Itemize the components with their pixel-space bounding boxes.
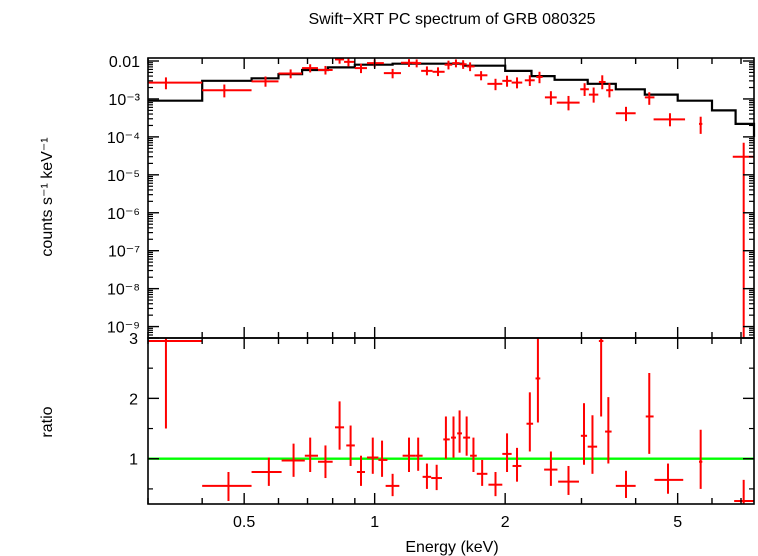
- spectrum-data-point: [302, 64, 318, 73]
- spectrum-data-point: [202, 84, 252, 98]
- spectrum-data-point: [459, 60, 467, 69]
- spectrum-data-point: [511, 77, 523, 89]
- ratio-data-point: [645, 373, 654, 454]
- spectrum-data-point: [421, 66, 433, 76]
- spectrum-data-point: [580, 83, 589, 96]
- y-tick-label: 10⁻⁸: [107, 282, 140, 299]
- x-tick-label: 0.5: [233, 514, 255, 531]
- ratio-data-point: [512, 447, 522, 482]
- ratio-data-point: [281, 443, 305, 477]
- top-panel-data-layer: [148, 58, 754, 338]
- spectrum-data-point: [544, 91, 557, 105]
- ratio-data-point: [587, 415, 598, 474]
- ratio-data-point: [544, 451, 558, 486]
- spectrum-data-point: [334, 58, 345, 64]
- ratio-data-point: [385, 473, 400, 497]
- ratio-data-point: [431, 464, 443, 491]
- spectrum-data-point: [278, 69, 303, 79]
- ratio-data-point: [615, 470, 636, 498]
- ratio-data-point: [346, 425, 355, 466]
- x-tick-label: 5: [673, 514, 682, 531]
- spectrum-data-point: [606, 83, 614, 98]
- ratio-y-tick-label: 3: [129, 331, 138, 348]
- x-tick-label: 2: [501, 514, 510, 531]
- ratio-data-point: [463, 416, 471, 456]
- spectrum-data-point: [474, 71, 488, 81]
- ratio-data-point: [734, 479, 754, 504]
- spectrum-data-point: [412, 59, 422, 68]
- spectrum-data-point: [653, 113, 686, 127]
- ratio-data-point: [334, 401, 345, 450]
- ratio-data-point: [422, 463, 432, 489]
- chart-title: Swift−XRT PC spectrum of GRB 080325: [308, 11, 595, 28]
- ratio-data-point: [476, 459, 488, 486]
- ratio-data-point: [699, 429, 703, 489]
- spectrum-data-point: [452, 59, 460, 68]
- spectrum-data-point: [148, 77, 203, 90]
- ratio-data-point: [148, 338, 203, 429]
- spectrum-data-point: [699, 116, 703, 134]
- spectrum-data-point: [588, 87, 599, 103]
- spectrum-data-point: [317, 65, 333, 75]
- ratio-data-point: [251, 457, 282, 486]
- ratio-data-point: [598, 338, 604, 417]
- ratio-data-point: [605, 397, 612, 464]
- ratio-y-tick-label: 2: [129, 391, 138, 408]
- bottom-panel-frame: [147, 337, 755, 505]
- ratio-data-point: [402, 437, 416, 473]
- ratio-data-point: [580, 403, 588, 465]
- axes-layer: 0.5 1 2 5 0.01 10⁻³ 10⁻⁴ 10⁻⁵ 10⁻⁶ 10⁻⁷ 10⁻⁸ 10⁻⁹ 1 2…: [107, 54, 755, 531]
- spectrum-data-point: [487, 78, 503, 91]
- spectrum-data-point: [556, 95, 580, 111]
- ratio-data-point: [654, 463, 684, 494]
- spectrum-data-point: [466, 62, 475, 72]
- ratio-data-point: [356, 455, 366, 486]
- ratio-data-point: [415, 437, 423, 471]
- y-tick-label: 10⁻⁴: [107, 130, 140, 147]
- spectrum-data-point: [536, 71, 543, 84]
- y-tick-label: 10⁻⁹: [107, 320, 140, 337]
- ratio-data-point: [443, 416, 450, 459]
- bottom-panel-data-layer: [148, 338, 754, 504]
- y-tick-label: 10⁻⁷: [108, 244, 140, 261]
- ratio-data-point: [457, 410, 462, 453]
- spectrum-data-point: [598, 75, 606, 90]
- ratio-data-point: [378, 440, 388, 477]
- ratio-data-point: [366, 437, 379, 474]
- spectrum-data-point: [383, 68, 401, 79]
- spectrum-data-point: [432, 67, 445, 77]
- ratio-data-point: [488, 472, 503, 497]
- spectrum-data-point: [251, 76, 279, 87]
- ratio-data-point: [317, 445, 333, 479]
- spectrum-data-point: [502, 75, 512, 87]
- ratio-data-point: [502, 433, 512, 473]
- y-tick-label: 0.01: [109, 54, 140, 71]
- ratio-data-point: [526, 392, 534, 452]
- ratio-data-point: [558, 465, 579, 495]
- y-tick-label: 10⁻⁵: [107, 168, 140, 185]
- y-axis-label-ratio: ratio: [39, 406, 56, 437]
- ratio-data-point: [535, 338, 541, 423]
- spectrum-data-point: [344, 58, 355, 67]
- ratio-data-point: [451, 416, 456, 458]
- y-axis-label-counts: counts s⁻¹ keV⁻¹: [39, 137, 56, 256]
- ratio-data-point: [470, 437, 477, 473]
- spectrum-data-point: [354, 63, 367, 74]
- ratio-y-tick-label: 1: [129, 452, 138, 469]
- spectrum-data-point: [524, 75, 535, 86]
- y-tick-label: 10⁻³: [108, 92, 140, 109]
- spectrum-data-point: [644, 92, 655, 105]
- ratio-data-point: [202, 472, 252, 501]
- ratio-data-point: [304, 437, 318, 473]
- y-tick-label: 10⁻⁶: [107, 206, 140, 223]
- spectrum-data-point: [444, 60, 453, 70]
- x-axis-label-energy: Energy (keV): [405, 539, 498, 556]
- x-tick-label: 1: [370, 514, 379, 531]
- spectrum-data-point: [615, 106, 636, 122]
